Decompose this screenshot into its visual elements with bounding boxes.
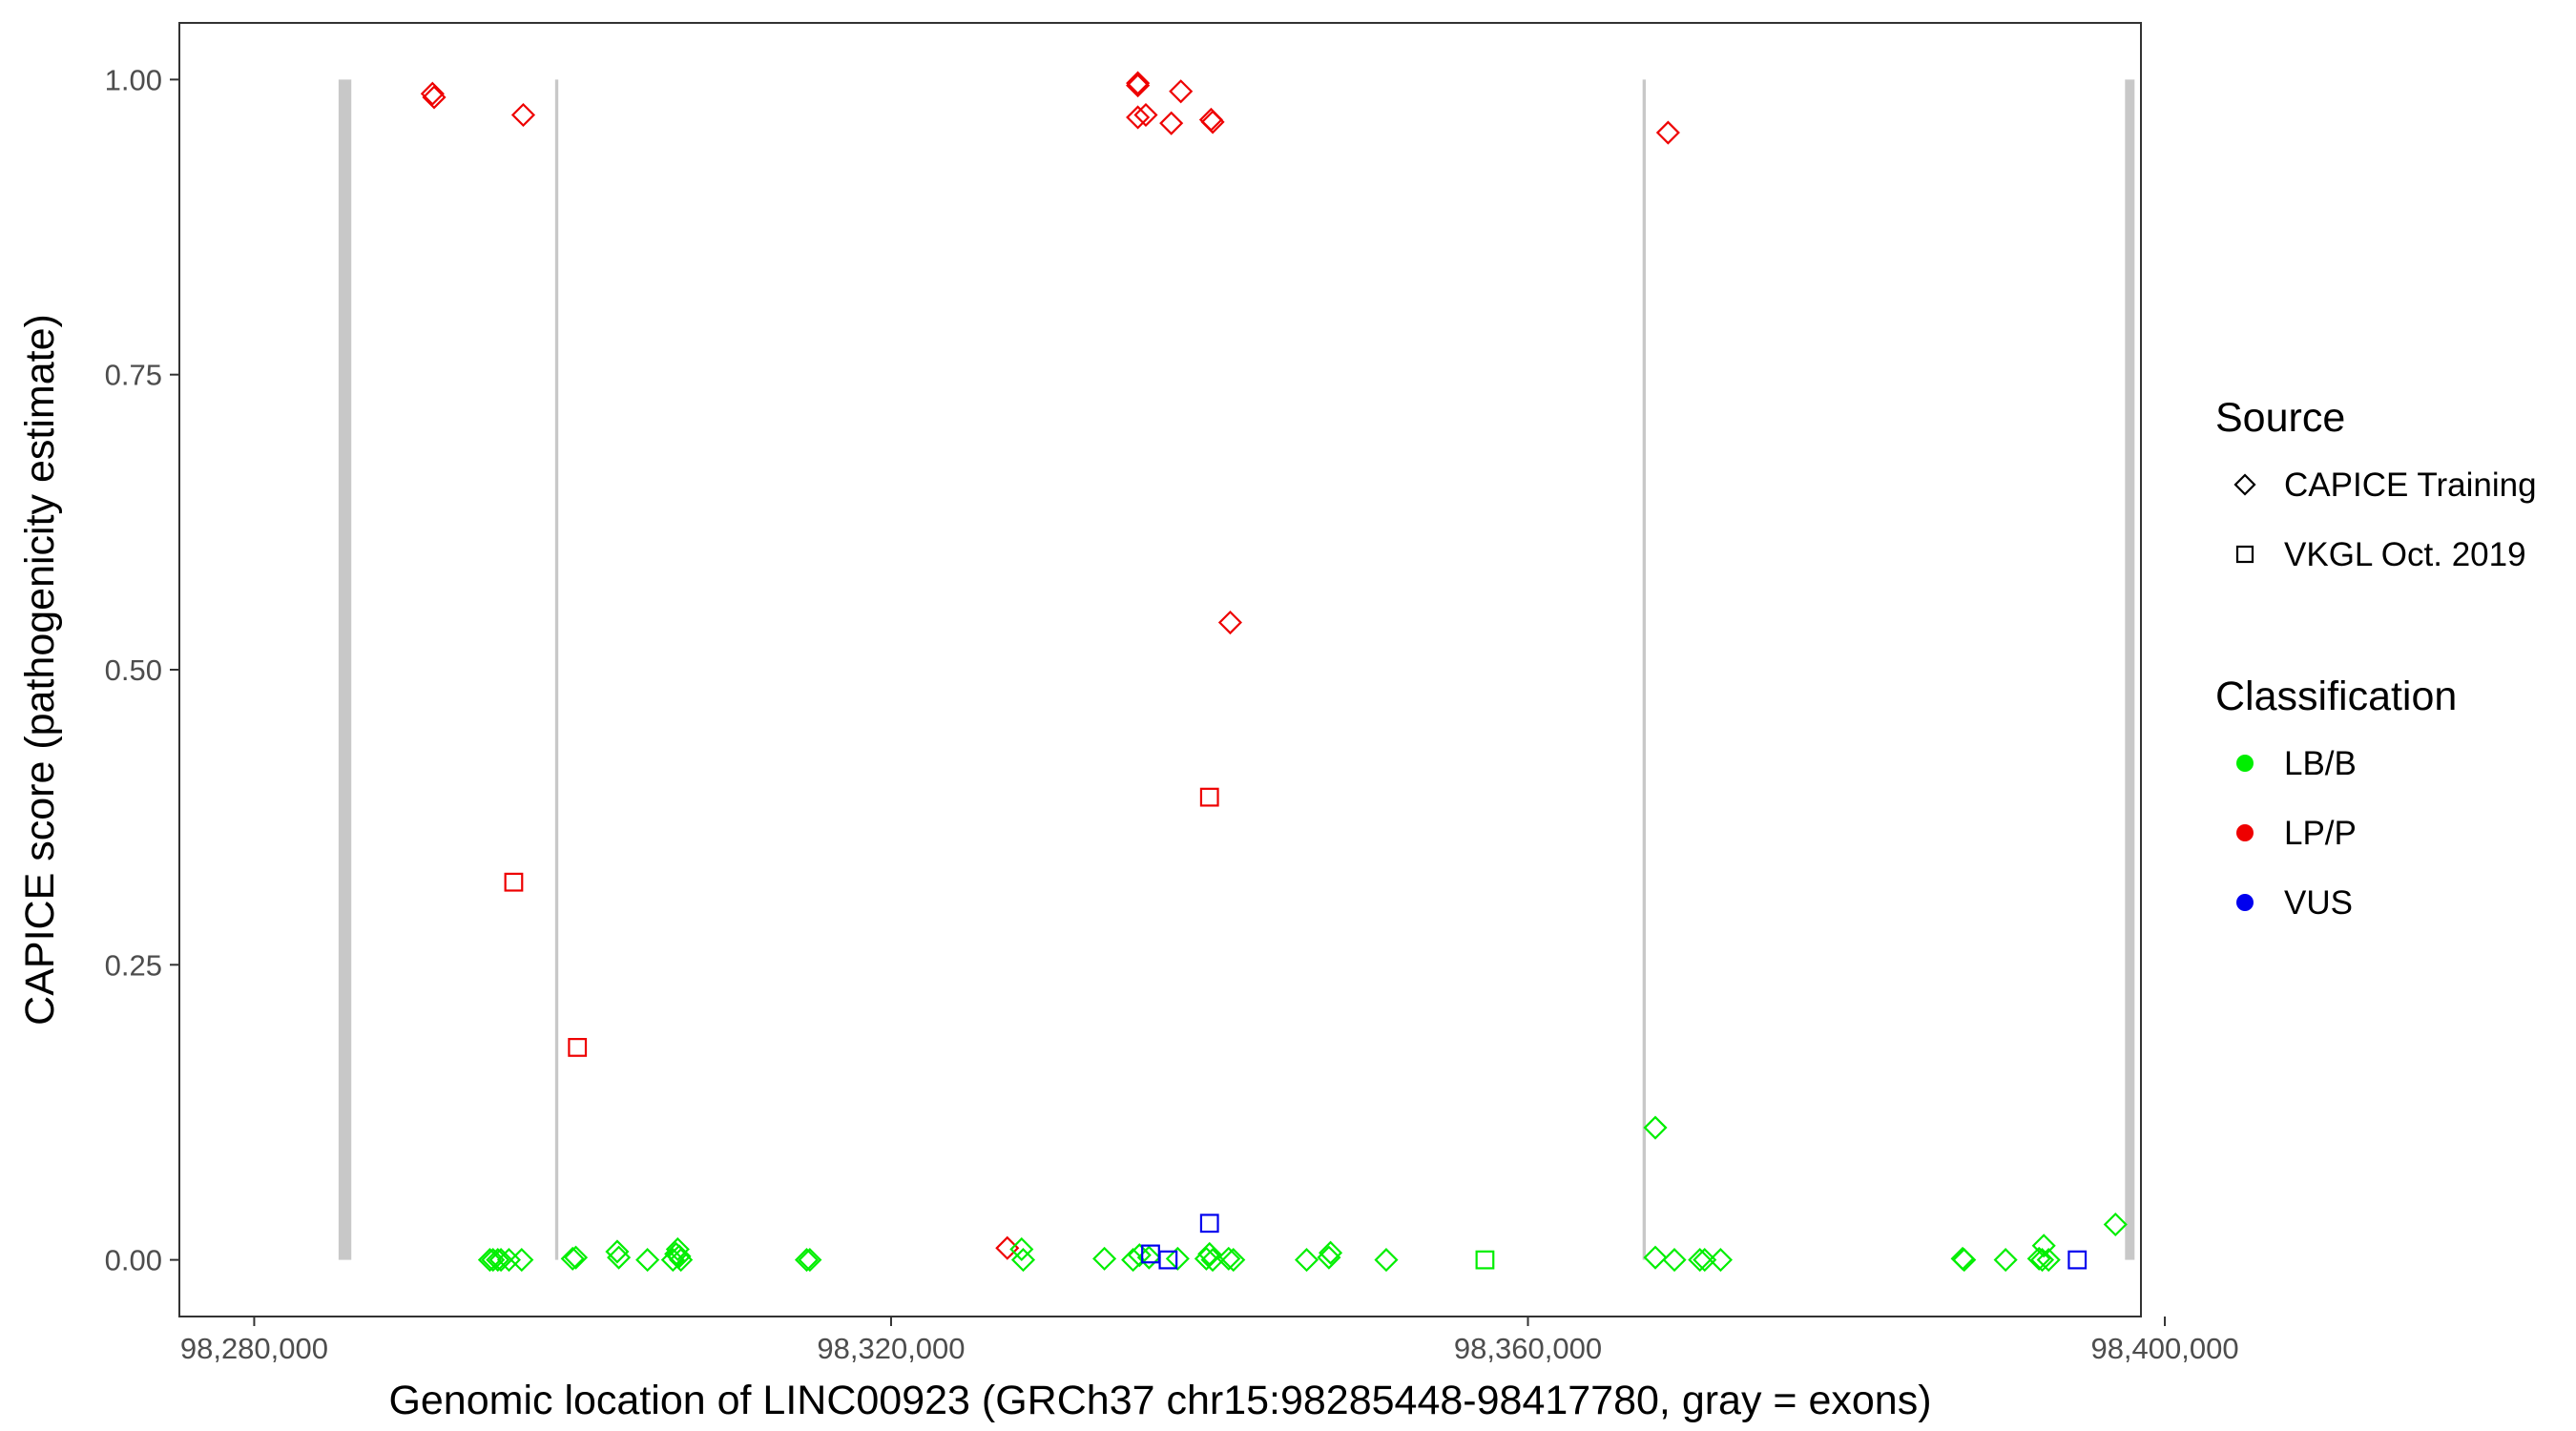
legend-classification-title: Classification — [2215, 674, 2457, 719]
data-point-capice-lbb — [481, 1248, 506, 1273]
data-point-capice-lpp — [422, 85, 447, 110]
data-point-capice-lbb — [509, 1248, 534, 1273]
data-point-capice-lbb — [2036, 1248, 2061, 1273]
data-point-capice-lbb — [1662, 1248, 1687, 1273]
data-point-capice-lbb — [1319, 1240, 1343, 1265]
data-point-capice-lbb — [1127, 1243, 1152, 1268]
data-point-capice-lbb — [1165, 1246, 1190, 1271]
data-point-capice-lbb — [1092, 1246, 1117, 1271]
data-point-capice-lbb — [1688, 1248, 1713, 1273]
data-point-capice-lbb — [560, 1246, 585, 1271]
exon-bar-3 — [1642, 79, 1646, 1260]
data-point-capice-lbb — [1294, 1248, 1319, 1273]
data-point-capice-lpp — [510, 102, 536, 128]
legend: Source CAPICE Training VKGL Oct. 2019 Cla… — [2215, 395, 2537, 922]
y-tick-label: 0.50 — [105, 653, 162, 687]
data-point-capice-lpp — [1133, 102, 1158, 128]
legend-key-vkgl — [2235, 545, 2254, 564]
legend-label-capice: CAPICE Training — [2284, 467, 2537, 504]
data-point-vkgl-lpp — [568, 1038, 588, 1057]
x-tick-label: 98,400,000 — [2090, 1332, 2238, 1365]
data-point-capice-lbb — [563, 1245, 589, 1270]
data-point-vkgl-lpp — [504, 872, 524, 892]
exon-bar-2 — [554, 79, 559, 1260]
data-point-vkgl-lpp — [1199, 787, 1219, 807]
data-point-capice-lbb — [488, 1248, 513, 1273]
data-point-capice-lbb — [1693, 1248, 1717, 1273]
legend-label-vkgl: VKGL Oct. 2019 — [2284, 536, 2526, 573]
legend-key-lpp — [2236, 824, 2254, 841]
data-point-capice-lbb — [667, 1244, 692, 1269]
data-point-capice-lbb — [1952, 1248, 1977, 1273]
data-point-capice-lpp — [1200, 110, 1225, 135]
exon-bar-4 — [2125, 79, 2135, 1260]
data-point-capice-lpp — [1159, 111, 1184, 135]
data-point-capice-lbb — [1374, 1248, 1399, 1273]
data-point-capice-lbb — [607, 1245, 632, 1270]
legend-label-vus: VUS — [2284, 884, 2353, 922]
y-axis-title: CAPICE score (pathogenicity estimate) — [17, 314, 63, 1026]
data-point-capice-lbb — [605, 1239, 630, 1264]
legend-label-lpp: LP/P — [2284, 815, 2357, 852]
data-point-capice-lbb — [1221, 1248, 1246, 1273]
exon-bar-1 — [338, 79, 352, 1260]
data-point-capice-lbb — [2031, 1234, 2056, 1258]
data-point-capice-lpp — [1169, 79, 1194, 104]
legend-classification-items: LB/B LP/P VUS — [2236, 745, 2357, 922]
data-point-capice-lbb — [798, 1248, 822, 1273]
legend-label-lbb: LB/B — [2284, 745, 2357, 782]
data-point-capice-lbb — [477, 1248, 502, 1273]
y-tick-label: 0.25 — [105, 948, 162, 982]
legend-key-lbb — [2236, 755, 2254, 772]
data-point-capice-lbb — [1708, 1248, 1733, 1273]
data-point-vkgl-vus — [2067, 1250, 2088, 1270]
data-point-capice-lbb — [665, 1236, 690, 1262]
data-point-capice-lpp — [995, 1235, 1020, 1260]
point-layer — [420, 71, 2128, 1273]
x-tick-label: 98,360,000 — [1454, 1332, 1602, 1365]
data-point-capice-lbb — [2103, 1212, 2128, 1237]
data-point-capice-lbb — [1009, 1236, 1034, 1262]
data-point-capice-lpp — [420, 81, 445, 106]
data-point-capice-lbb — [669, 1248, 694, 1273]
data-point-capice-lbb — [2029, 1248, 2055, 1273]
legend-source-items: CAPICE Training VKGL Oct. 2019 — [2233, 467, 2537, 573]
data-point-capice-lbb — [794, 1248, 820, 1273]
data-point-capice-lbb — [1643, 1115, 1668, 1140]
data-point-capice-lbb — [635, 1248, 660, 1273]
y-tick-label: 1.00 — [105, 63, 162, 96]
data-point-capice-lpp — [1217, 610, 1242, 635]
x-axis: 98,280,000 98,320,000 98,360,000 98,400,000 — [180, 1317, 2239, 1365]
exon-layer — [338, 79, 2135, 1260]
data-point-vkgl-lbb — [1475, 1250, 1495, 1270]
y-tick-label: 0.75 — [105, 359, 162, 392]
data-point-capice-lpp — [1126, 105, 1151, 130]
y-tick-label: 0.00 — [105, 1244, 162, 1277]
data-point-capice-lbb — [1197, 1241, 1222, 1266]
data-point-capice-lbb — [1010, 1248, 1036, 1273]
data-point-capice-lbb — [486, 1248, 510, 1273]
data-point-capice-lbb — [1216, 1246, 1241, 1271]
data-point-capice-lpp — [1126, 71, 1151, 95]
data-point-capice-lpp — [1126, 73, 1151, 98]
x-tick-label: 98,320,000 — [817, 1332, 965, 1365]
legend-key-vus — [2236, 894, 2254, 911]
data-point-capice-lbb — [1993, 1248, 2018, 1273]
data-point-vkgl-vus — [1199, 1213, 1219, 1234]
data-point-capice-lpp — [1655, 120, 1680, 145]
data-point-capice-lbb — [1643, 1245, 1668, 1270]
legend-source-title: Source — [2215, 395, 2345, 441]
x-tick-label: 98,280,000 — [180, 1332, 328, 1365]
y-axis: 0.00 0.25 0.50 0.75 1.00 — [105, 63, 179, 1277]
data-point-vkgl-vus — [1158, 1250, 1178, 1270]
legend-key-capice — [2233, 473, 2256, 496]
x-axis-title: Genomic location of LINC00923 (GRCh37 ch… — [388, 1378, 1931, 1423]
